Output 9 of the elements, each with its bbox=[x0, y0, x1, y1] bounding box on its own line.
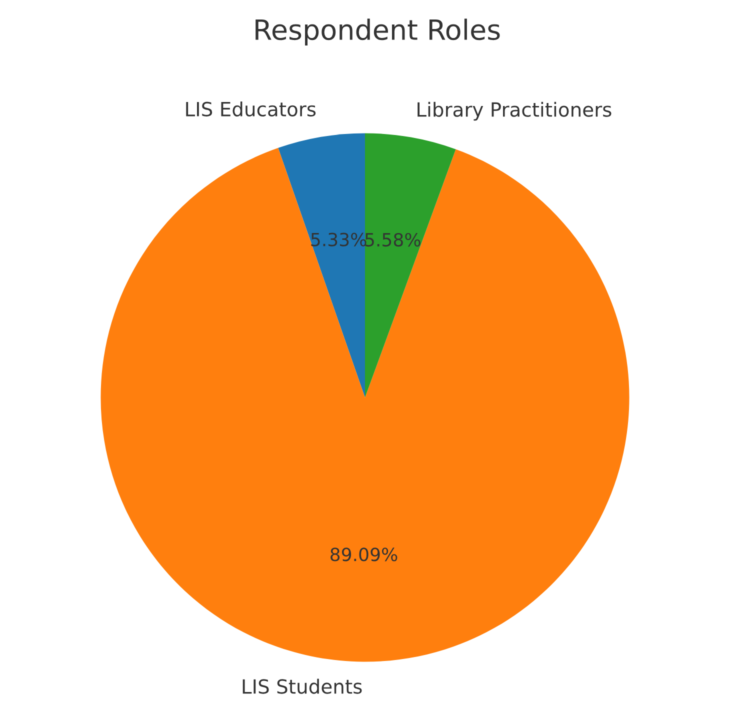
slice-label: LIS Students bbox=[242, 678, 362, 694]
slice-label: LIS Educators bbox=[186, 101, 316, 116]
slice-label: Library Practitioners bbox=[418, 102, 612, 121]
pie-slice bbox=[365, 133, 456, 398]
pie-slice bbox=[100, 148, 630, 662]
data-label: 5.58% bbox=[365, 232, 420, 247]
pie-slice bbox=[278, 133, 365, 398]
data-label: 89.09% bbox=[330, 548, 398, 562]
chart-title: Respondent Roles bbox=[256, 18, 500, 46]
